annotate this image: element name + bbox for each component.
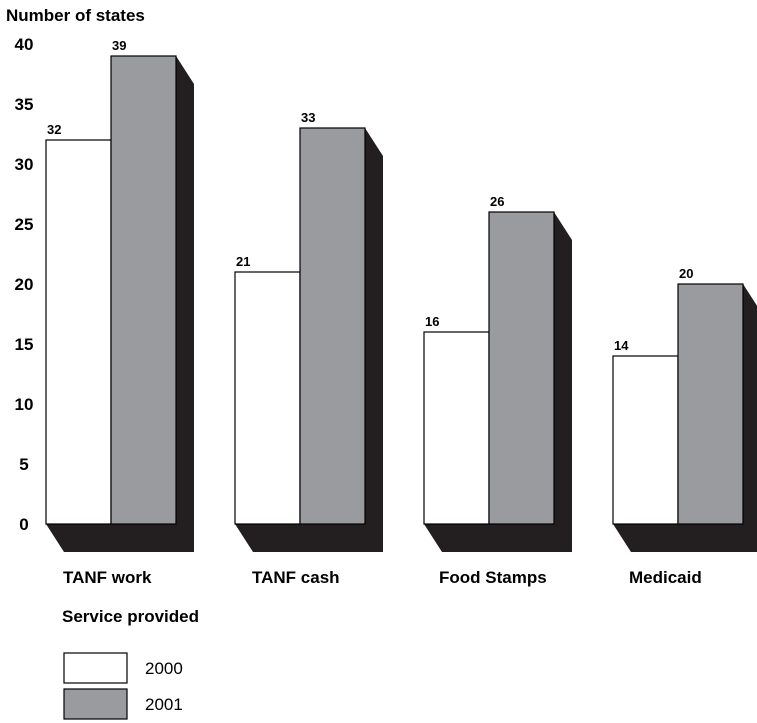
y-tick-label: 10 (15, 395, 34, 414)
category-label: TANF cash (252, 568, 340, 587)
data-label: 33 (301, 110, 315, 125)
y-tick-label: 5 (19, 455, 28, 474)
category-label: Medicaid (629, 568, 702, 587)
bar-2001-tanf-cash (299, 127, 366, 525)
data-label: 39 (112, 38, 126, 53)
bar-2000-tanf-cash (234, 271, 301, 525)
bar-2000-tanf-work (45, 139, 112, 525)
bar-shadow (111, 56, 194, 552)
x-axis-label: Service provided (62, 607, 199, 626)
legend-label: 2001 (145, 695, 183, 714)
data-label: 20 (679, 266, 693, 281)
bar-2000-food-stamps (423, 331, 490, 525)
bar-2001-medicaid (677, 283, 744, 525)
bar-2000-medicaid (612, 355, 679, 525)
bar-shadow (678, 284, 757, 552)
legend-label: 2000 (145, 659, 183, 678)
data-label: 16 (425, 314, 439, 329)
legend-swatch (63, 688, 128, 720)
y-tick-label: 25 (15, 215, 34, 234)
category-label: TANF work (63, 568, 152, 587)
legend: 2000 2001 (63, 652, 183, 720)
y-tick-label: 0 (19, 515, 28, 534)
legend-swatch (63, 652, 128, 684)
y-axis-ticks: 0 5 10 15 20 25 30 35 40 (15, 35, 34, 534)
bars-group: 32 39 21 33 16 26 14 20 (45, 38, 757, 552)
category-label: Food Stamps (439, 568, 547, 587)
data-label: 21 (236, 254, 250, 269)
y-tick-label: 35 (15, 95, 34, 114)
data-label: 26 (490, 194, 504, 209)
category-labels: TANF work TANF cash Food Stamps Medicaid (63, 568, 702, 587)
y-axis-label: Number of states (6, 6, 145, 25)
data-label: 32 (47, 122, 61, 137)
bar-shadow (489, 212, 572, 552)
y-tick-label: 20 (15, 275, 34, 294)
bar-2001-food-stamps (488, 211, 555, 525)
y-tick-label: 30 (15, 155, 34, 174)
y-tick-label: 15 (15, 335, 34, 354)
y-tick-label: 40 (15, 35, 34, 54)
bar-2001-tanf-work (110, 55, 177, 525)
data-label: 14 (614, 338, 629, 353)
bar-shadow (300, 128, 383, 552)
